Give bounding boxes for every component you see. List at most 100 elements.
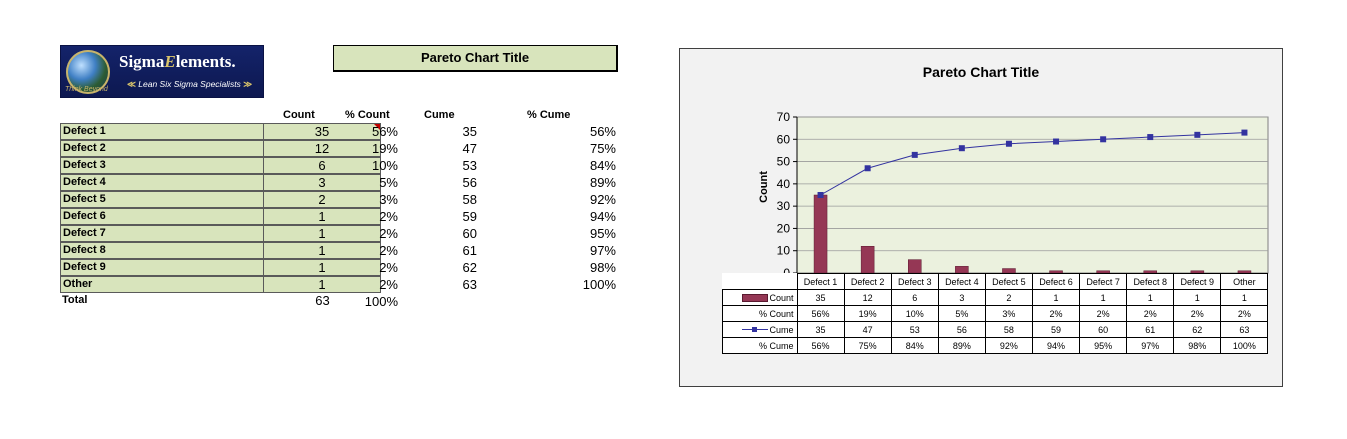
cume-cell[interactable]: 59: [462, 209, 477, 224]
table-row: Defect 5 2 3% 58 92%: [60, 191, 620, 208]
comment-indicator-icon[interactable]: [374, 124, 380, 130]
data-table-cell: 94%: [1031, 337, 1081, 354]
cume-cell[interactable]: 61: [462, 243, 477, 258]
cume-point: [1241, 129, 1248, 136]
header-pct-cume: % Cume: [527, 109, 571, 121]
table-row: Defect 7 1 2% 60 95%: [60, 225, 620, 242]
pct-cume-cell[interactable]: 100%: [582, 277, 616, 292]
cume-cell[interactable]: 63: [462, 277, 477, 292]
category-label: Defect 6: [1031, 273, 1081, 290]
bar-defect-9: [1190, 270, 1205, 274]
data-table-cell: 97%: [1126, 337, 1175, 354]
pct-count-cell[interactable]: 2%: [379, 226, 398, 241]
pct-cume-cell[interactable]: 92%: [589, 192, 616, 207]
pareto-chart[interactable]: Pareto Chart Title 010203040506070Count …: [679, 48, 1283, 387]
bar-defect-8: [1143, 270, 1157, 274]
cume-cell[interactable]: 53: [462, 158, 477, 173]
pct-cume-cell[interactable]: 89%: [589, 175, 616, 190]
defect-count-cell[interactable]: 6: [264, 157, 381, 174]
defect-count-cell[interactable]: 12: [264, 140, 381, 157]
cume-cell[interactable]: 60: [462, 226, 477, 241]
pct-count-cell[interactable]: 10%: [371, 158, 398, 173]
line-legend-icon: [742, 326, 769, 334]
defect-name-cell[interactable]: Defect 3: [60, 157, 264, 174]
defect-name-cell[interactable]: Defect 2: [60, 140, 264, 157]
defect-count-cell[interactable]: 1: [264, 208, 381, 225]
defect-name-cell[interactable]: Defect 5: [60, 191, 264, 208]
cume-point: [1005, 140, 1012, 147]
pct-cume-cell[interactable]: 84%: [589, 158, 616, 173]
y-tick-label: 40: [777, 177, 791, 191]
series-label: % Cume: [722, 337, 798, 354]
defect-count-cell[interactable]: 1: [264, 276, 381, 293]
category-label: Other: [1220, 273, 1269, 290]
pct-count-cell[interactable]: 3%: [379, 192, 398, 207]
y-tick-label: 20: [777, 221, 791, 235]
brand-mark: E: [164, 52, 176, 71]
pct-cume-cell[interactable]: 98%: [589, 260, 616, 275]
defect-name-cell[interactable]: Defect 6: [60, 208, 264, 225]
defect-count-cell[interactable]: 3: [264, 174, 381, 191]
data-table-cell: 1: [1126, 289, 1175, 306]
data-table-row: Cume 35 47 53 56 58 59 60 61 62 63: [722, 321, 1269, 338]
data-table-cell: 53: [890, 321, 939, 338]
chart-plot: 010203040506070Count: [758, 110, 1269, 280]
pct-count-cell[interactable]: 56%: [371, 124, 398, 139]
y-tick-label: 60: [777, 132, 791, 146]
table-row: Defect 2 12 19% 47 75%: [60, 140, 620, 157]
pct-cume-cell[interactable]: 56%: [589, 124, 616, 139]
cume-cell[interactable]: 62: [462, 260, 477, 275]
pct-cume-cell[interactable]: 94%: [589, 209, 616, 224]
pct-count-cell[interactable]: 2%: [379, 243, 398, 258]
pct-count-cell[interactable]: 2%: [379, 209, 398, 224]
data-table-cell: 3: [937, 289, 986, 306]
y-tick-label: 70: [777, 110, 791, 124]
category-label: Defect 9: [1173, 273, 1222, 290]
data-table-cell: 89%: [937, 337, 986, 354]
cume-cell[interactable]: 47: [462, 141, 477, 156]
cume-point: [1100, 136, 1107, 143]
defect-count-cell[interactable]: 2: [264, 191, 381, 208]
defect-count-cell[interactable]: 1: [264, 259, 381, 276]
bar-other: [1237, 270, 1252, 274]
data-table-cell: 84%: [890, 337, 939, 354]
series-label: Cume: [722, 321, 798, 338]
defect-name-cell[interactable]: Defect 1: [60, 123, 264, 140]
data-table-cell: 62: [1173, 321, 1222, 338]
table-row: Defect 9 1 2% 62 98%: [60, 259, 620, 276]
table-row: Defect 1 35 56% 35 56%: [60, 123, 620, 140]
pct-count-cell[interactable]: 5%: [379, 175, 398, 190]
cume-cell[interactable]: 35: [462, 124, 477, 139]
pct-cume-cell[interactable]: 95%: [589, 226, 616, 241]
data-table-cell: 1: [1031, 289, 1081, 306]
pct-count-cell[interactable]: 2%: [379, 260, 398, 275]
cume-cell[interactable]: 56: [462, 175, 477, 190]
defect-name-cell[interactable]: Defect 7: [60, 225, 264, 242]
pct-cume-cell[interactable]: 75%: [589, 141, 616, 156]
defect-name-cell[interactable]: Defect 8: [60, 242, 264, 259]
defect-name-cell[interactable]: Other: [60, 276, 264, 293]
cume-point: [864, 165, 871, 172]
defect-name-cell[interactable]: Defect 4: [60, 174, 264, 191]
data-table-cell: 35: [796, 321, 845, 338]
pct-count-cell[interactable]: 2%: [379, 277, 398, 292]
data-table-cell: 3%: [984, 305, 1033, 322]
y-axis-label: Count: [758, 171, 770, 203]
chart-title-cell[interactable]: Pareto Chart Title: [333, 45, 618, 72]
cume-cell[interactable]: 58: [462, 192, 477, 207]
series-label: % Count: [722, 305, 798, 322]
bar-defect-7: [1096, 270, 1110, 274]
category-label: Defect 8: [1126, 273, 1175, 290]
table-row: Defect 3 6 10% 53 84%: [60, 157, 620, 174]
pct-cume-cell[interactable]: 97%: [589, 243, 616, 258]
data-table-cell: 2%: [1031, 305, 1081, 322]
defect-count-cell[interactable]: 1: [264, 242, 381, 259]
defect-count-cell[interactable]: 1: [264, 225, 381, 242]
cume-point: [817, 192, 824, 198]
defect-count-cell[interactable]: 35: [264, 123, 381, 140]
sigma-elements-logo: SigmaElements. ≪ Lean Six Sigma Speciali…: [60, 45, 264, 98]
bar-defect-4: [955, 266, 969, 274]
data-table-cell: 35: [796, 289, 845, 306]
defect-name-cell[interactable]: Defect 9: [60, 259, 264, 276]
pct-count-cell[interactable]: 19%: [371, 141, 398, 156]
